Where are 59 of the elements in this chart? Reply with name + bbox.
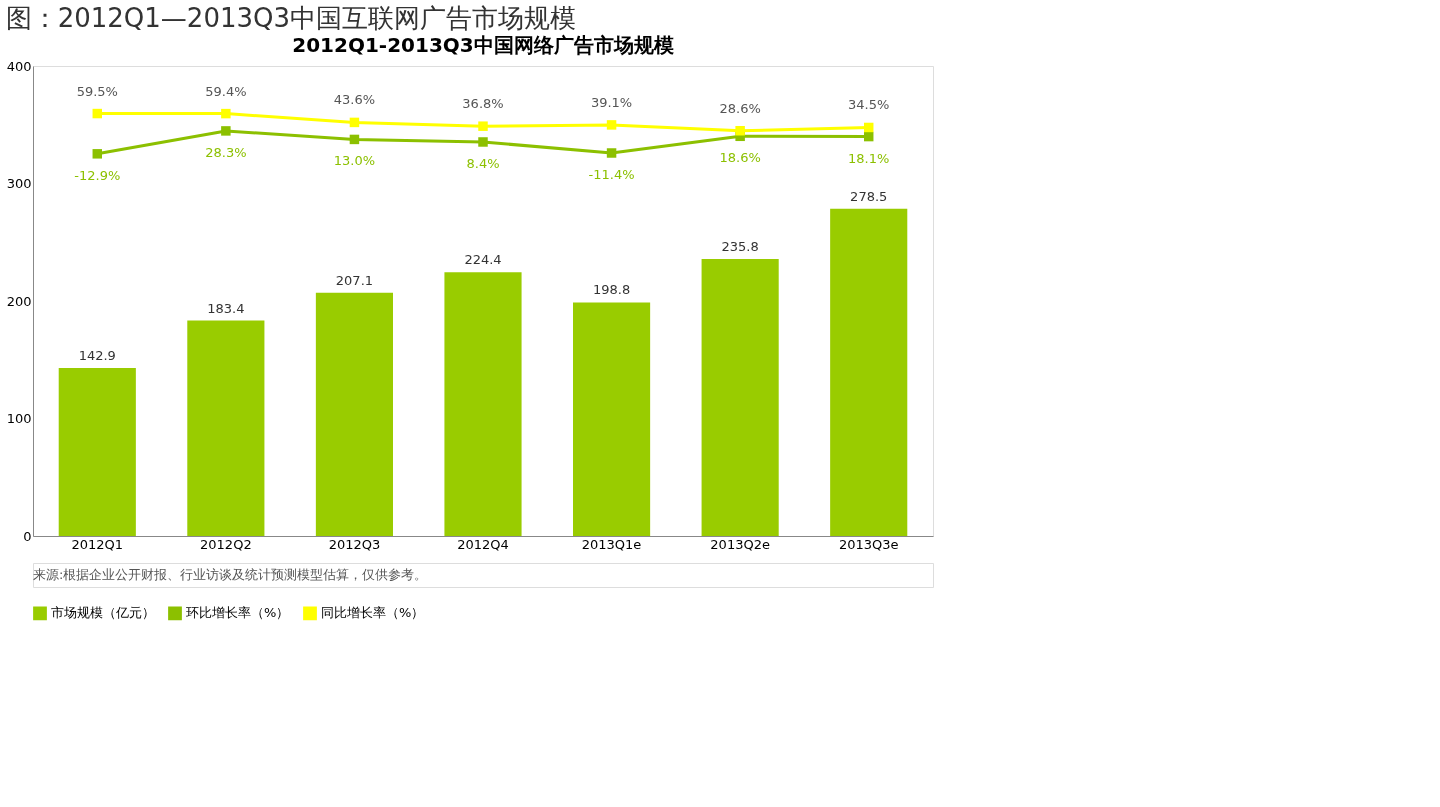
point	[349, 134, 360, 145]
bar	[315, 292, 393, 536]
bar	[830, 208, 908, 536]
bar	[444, 272, 522, 536]
bar	[187, 320, 265, 536]
x-tick-label: 2012Q3	[328, 536, 381, 552]
data-label: 59.4%	[205, 83, 247, 99]
point	[606, 120, 617, 130]
point	[863, 122, 874, 133]
point	[349, 117, 360, 128]
data-label: 224.4	[464, 252, 502, 268]
data-label: 36.8%	[462, 96, 504, 112]
chart-title: 图：2012Q1—2013Q3中国互联网广告市场规模	[5, 2, 577, 33]
data-label: 39.1%	[590, 94, 633, 110]
point	[221, 108, 231, 119]
bar	[573, 302, 651, 536]
x-tick-label: 2012Q1	[71, 536, 124, 552]
x-tick-label: 2013Q3e	[838, 536, 899, 552]
data-label: 235.8	[721, 238, 759, 254]
point	[92, 149, 103, 159]
data-label: 18.6%	[719, 150, 761, 166]
data-label: 13.0%	[333, 153, 376, 169]
data-label: 142.9	[78, 348, 116, 364]
point	[92, 108, 103, 119]
legend-label: 市场规模（亿元）	[51, 605, 155, 621]
x-tick-label: 2012Q4	[457, 536, 509, 552]
y-tick-label: 300	[6, 176, 32, 191]
data-label: 43.6%	[333, 92, 376, 108]
data-label: 28.3%	[205, 144, 247, 160]
data-label: 278.5	[850, 188, 888, 204]
chart-subtitle: 2012Q1-2013Q3中国网络广告市场规模	[292, 33, 674, 57]
data-label: -12.9%	[74, 167, 121, 183]
data-label: -11.4%	[588, 166, 635, 182]
data-label: 28.6%	[719, 100, 761, 116]
data-label: 183.4	[207, 300, 245, 316]
x-tick-label: 2013Q1e	[581, 536, 642, 552]
point	[221, 126, 231, 136]
point	[606, 148, 617, 158]
data-label: 198.8	[592, 282, 631, 298]
point	[863, 131, 874, 142]
bar	[701, 258, 779, 536]
data-label: 18.1%	[848, 150, 890, 166]
source-note: 来源:根据企业公开财报、行业访谈及统计预测模型估算，仅供参考。	[33, 567, 428, 582]
data-label: 59.5%	[76, 83, 118, 99]
bar	[58, 368, 136, 536]
legend-label: 环比增长率（%）	[186, 605, 290, 621]
point	[478, 121, 488, 131]
x-tick-label: 2013Q2e	[710, 536, 770, 552]
point	[478, 137, 488, 147]
x-tick-label: 2012Q2	[200, 536, 252, 552]
point	[735, 126, 745, 136]
data-label: 207.1	[335, 272, 374, 288]
legend-label: 同比增长率（%）	[321, 605, 425, 621]
data-label: 34.5%	[848, 97, 890, 113]
y-tick-label: 100	[6, 411, 32, 426]
y-tick-label: 400	[6, 58, 32, 74]
y-tick-label: 0	[23, 528, 32, 544]
y-tick-label: 200	[6, 293, 32, 309]
data-label: 8.4%	[466, 155, 500, 171]
